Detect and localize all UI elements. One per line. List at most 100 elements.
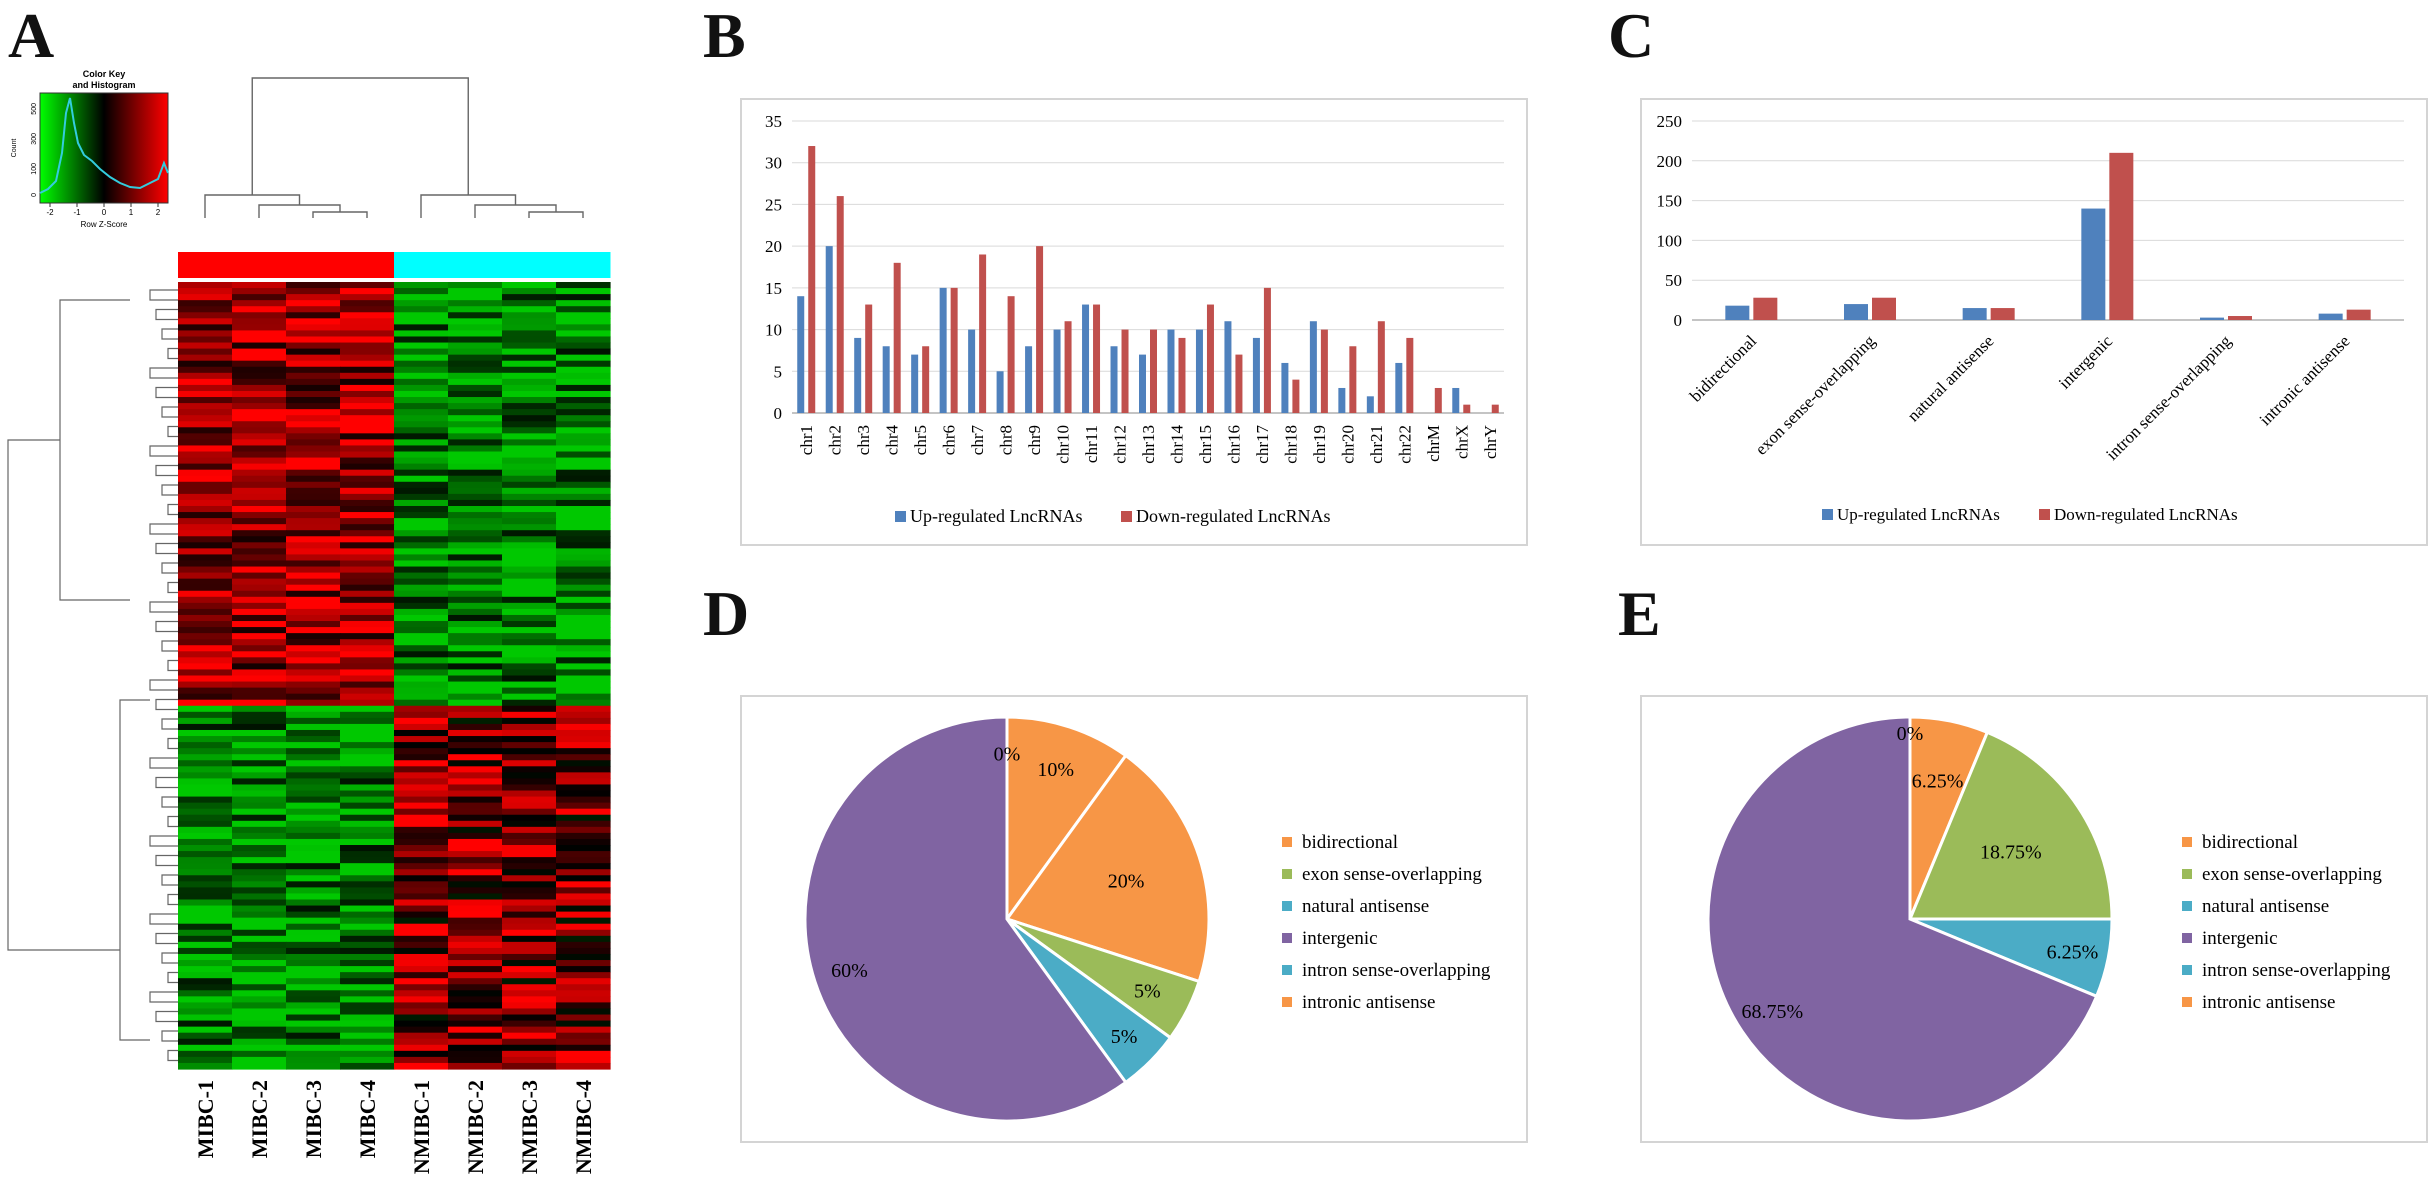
heatmap-cell — [448, 324, 503, 332]
heatmap-cell — [178, 1002, 233, 1010]
heatmap-cell — [448, 560, 503, 568]
heatmap-cell — [502, 469, 557, 477]
heatmap-cell — [556, 808, 611, 816]
heatmap-cell — [394, 693, 449, 701]
heatmap-cell — [340, 505, 395, 513]
heatmap-cell — [232, 935, 287, 943]
heatmap-cell — [178, 863, 233, 870]
heatmap-cell — [448, 796, 503, 804]
heatmap-cell — [286, 1050, 341, 1058]
heatmap-cell — [232, 1062, 287, 1070]
bar-up — [825, 246, 833, 413]
heatmap-cell — [448, 651, 503, 658]
heatmap-cell — [286, 439, 341, 447]
heatmap-cell — [178, 911, 233, 919]
heatmap-cell — [286, 378, 341, 386]
heatmap-cell — [286, 814, 341, 822]
heatmap-cell — [448, 838, 503, 846]
heatmap-cell — [394, 923, 449, 931]
bar-down — [1491, 404, 1499, 413]
heatmap-cell — [502, 899, 557, 907]
heatmap-cell — [502, 790, 557, 798]
heatmap-cell — [232, 627, 287, 634]
heatmap-cell — [232, 439, 287, 447]
heatmap-cell — [448, 911, 503, 919]
heatmap-cell — [286, 493, 341, 501]
heatmap-cell — [502, 699, 557, 707]
x-tick-label: chr19 — [1310, 425, 1329, 464]
heatmap-cell — [502, 947, 557, 955]
heatmap-cell — [394, 893, 449, 901]
heatmap-cell — [286, 832, 341, 840]
heatmap-cell — [394, 1014, 449, 1022]
heatmap-cell — [232, 566, 287, 574]
heatmap-cell — [448, 306, 503, 313]
dendrogram-branch — [149, 523, 178, 535]
bar-down — [1990, 308, 2015, 320]
heatmap-cell — [178, 802, 233, 810]
heatmap-cell — [394, 675, 449, 683]
heatmap-cell — [556, 736, 611, 743]
heatmap-cell — [448, 687, 503, 695]
heatmap-cell — [286, 917, 341, 925]
heatmap-cell — [178, 699, 233, 707]
heatmap-cell — [232, 911, 287, 919]
heatmap-cell — [178, 935, 233, 943]
heatmap-cell — [340, 790, 395, 798]
heatmap-cell — [448, 542, 503, 549]
color-key-histogram-line — [39, 97, 169, 194]
heatmap-cell — [394, 390, 449, 398]
heatmap-cell — [556, 324, 611, 332]
heatmap-cell — [178, 602, 233, 610]
heatmap-cell — [502, 1002, 557, 1010]
heatmap-cell — [448, 397, 503, 404]
heatmap-cell — [340, 760, 395, 767]
heatmap-cell — [178, 996, 233, 1004]
legend-label: intronic antisense — [2202, 992, 2336, 1013]
heatmap-cell — [232, 524, 287, 531]
heatmap-cell — [556, 560, 611, 568]
heatmap-cell — [556, 433, 611, 440]
heatmap-cell — [340, 384, 395, 392]
x-tick-label: chr18 — [1281, 425, 1300, 464]
heatmap-cell — [232, 990, 287, 997]
heatmap-cell — [340, 808, 395, 816]
heatmap-cell — [394, 826, 449, 834]
heatmap-cell — [286, 596, 341, 604]
heatmap-cell — [178, 772, 233, 780]
heatmap-cell — [178, 711, 233, 719]
heatmap-cell — [340, 499, 395, 507]
heatmap-cell — [556, 475, 611, 483]
heatmap-cell — [340, 288, 395, 295]
heatmap-cell — [340, 512, 395, 519]
bar-up — [1962, 308, 1987, 320]
heatmap-cell — [556, 778, 611, 786]
heatmap-cell — [394, 729, 449, 737]
heatmap-cell — [232, 657, 287, 664]
heatmap-cell — [232, 669, 287, 677]
y-tick-label: 50 — [1665, 271, 1682, 290]
x-tick-label: chr21 — [1367, 425, 1386, 464]
sample-label: MIBC-3 — [301, 1080, 326, 1158]
heatmap-cell — [448, 608, 503, 616]
heatmap-cell — [286, 657, 341, 664]
legend-swatch — [2182, 965, 2192, 975]
legend-swatch — [2182, 933, 2192, 943]
heatmap-cell — [340, 953, 395, 961]
heatmap-cell — [502, 306, 557, 313]
heatmap-cell — [394, 312, 449, 319]
heatmap-cell — [232, 893, 287, 901]
heatmap-cell — [286, 887, 341, 895]
heatmap-cell — [232, 748, 287, 755]
heatmap-cell — [502, 826, 557, 834]
heatmap-cell — [502, 984, 557, 991]
heatmap-cell — [502, 935, 557, 943]
heatmap-cell — [502, 711, 557, 719]
heatmap-cell — [394, 445, 449, 453]
bar-down — [922, 346, 930, 413]
heatmap-cell — [394, 941, 449, 949]
heatmap-cell — [556, 493, 611, 501]
heatmap-cell — [178, 390, 233, 398]
heatmap-cell — [448, 893, 503, 901]
dendrogram-branch — [155, 932, 178, 945]
